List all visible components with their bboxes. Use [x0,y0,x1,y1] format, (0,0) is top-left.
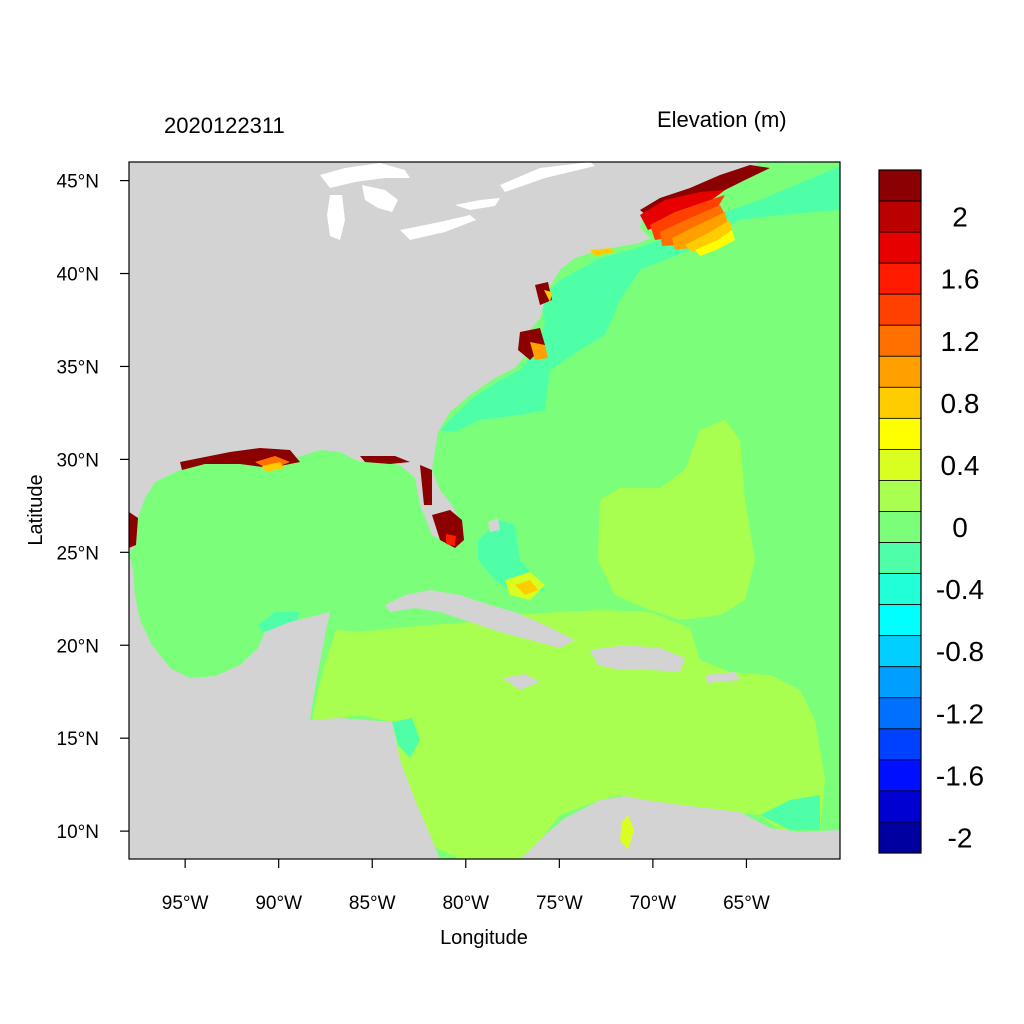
lat-tick-label: 20°N [57,636,99,657]
florida-surge-core [446,534,456,546]
colorbar-swatch [878,324,922,357]
new-england-surge-orange [660,205,725,246]
colorbar-swatch [878,231,922,264]
colorbar-swatch [878,635,922,668]
lake-erie [400,215,476,240]
caribbean-sea [312,610,825,859]
colorbar-label: 0.8 [941,388,980,419]
colorbar-swatch [878,449,922,481]
colorbar-swatch [878,480,922,512]
colorbar-label: 2 [952,202,968,233]
bahamas-islands [488,518,500,532]
lat-tick-label: 25°N [57,543,99,564]
colorbar-label: -1.2 [936,698,984,729]
east-coast-shelf [440,166,840,432]
colorbar-swatch [878,728,922,761]
map-area [129,162,840,859]
lake-huron [362,185,398,212]
florida-west-coast-surge [420,465,432,505]
latitude-axis: 45°N 40°N 35°N 30°N 25°N 20°N 15°N 10°N [57,172,129,843]
lake-maracaibo [620,815,634,850]
colorbar-swatch [878,200,922,233]
chesapeake-surge [535,282,552,305]
lat-tick-label: 30°N [57,450,99,471]
lon-tick-label: 70°W [630,893,677,914]
colorbar-swatch [878,386,922,419]
colorbar-label: 0 [952,512,968,543]
colorbar-label: -2 [948,822,973,853]
delaware-surge [544,290,552,302]
colorbar-frame [878,169,922,854]
gulf-coast-surge-yellow [262,462,284,472]
bahamas-amber [515,580,538,595]
lake-ontario [455,198,500,210]
south-america-land [520,796,840,859]
colorbar-swatch [878,417,922,450]
colorbar-swatch [878,666,922,699]
colorbar-swatch [878,604,922,637]
lon-tick-label: 80°W [442,893,489,914]
venezuela-shelf [760,795,820,830]
timestamp-title: 2020122311 [164,113,285,138]
lon-tick-label: 65°W [723,893,770,914]
variable-title: Elevation (m) [657,107,787,132]
new-england-surge-amber [672,212,728,250]
colorbar: 2 1.6 1.2 0.8 0.4 0 -0.4 -0.8 -1.2 -1.6 -2 [878,169,984,854]
new-england-surge-light [695,230,735,256]
lat-tick-label: 40°N [57,265,99,286]
colorbar-label: 0.4 [941,450,980,481]
lat-tick-label: 45°N [57,172,99,193]
colorbar-swatch [878,697,922,730]
colorbar-label: -1.6 [936,760,984,791]
colorbar-swatch [878,169,922,202]
florida-surge [432,510,464,548]
colorbar-swatch [878,821,922,854]
hispaniola-land [590,645,685,672]
jamaica-land [502,674,540,690]
colorbar-swatch [878,262,922,295]
lake-michigan [327,195,345,240]
colorbar-swatch [878,573,922,606]
colorbar-swatch [878,790,922,823]
lon-tick-label: 75°W [536,893,583,914]
lat-tick-label: 35°N [57,357,99,378]
lon-tick-label: 95°W [162,893,209,914]
honduras-shelf [392,718,420,758]
yucatan-shelf [258,612,300,632]
lake-superior [320,163,410,188]
st-lawrence [500,162,595,192]
colorbar-swatch [878,511,922,543]
colorbar-swatch [878,293,922,326]
carolina-surge-orange [530,342,548,360]
lon-tick-label: 90°W [255,893,302,914]
big-bend-surge [360,456,410,464]
longitude-axis: 95°W 90°W 85°W 80°W 75°W 70°W 65°W [162,859,770,914]
new-england-surge-yellow [685,220,732,252]
colorbar-swatch [878,542,922,574]
y-axis-title: Latitude [25,474,47,545]
colorbar-label: -0.4 [936,574,984,605]
puerto-rico-land [705,672,740,683]
lat-tick-label: 15°N [57,729,99,750]
sargasso-anomaly [598,420,755,620]
cape-cod-surge [590,248,615,256]
lat-tick-label: 10°N [57,822,99,843]
mexico-central-america-land [129,552,440,859]
lon-tick-label: 85°W [349,893,396,914]
texas-coast-surge [129,512,138,548]
colorbar-swatch [878,759,922,792]
plot-frame [128,161,841,860]
colorbar-label: -0.8 [936,636,984,667]
colorbar-label: 1.2 [941,326,980,357]
cuba-land [385,590,575,648]
x-axis-title: Longitude [440,927,528,949]
colorbar-swatch [878,355,922,388]
colorbar-label: 1.6 [941,264,980,295]
